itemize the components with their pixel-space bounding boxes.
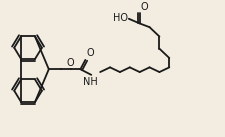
Text: O: O — [86, 48, 94, 58]
Text: HO: HO — [112, 13, 127, 23]
Text: O: O — [66, 58, 74, 68]
Text: NH: NH — [83, 77, 97, 87]
Text: O: O — [140, 2, 148, 12]
